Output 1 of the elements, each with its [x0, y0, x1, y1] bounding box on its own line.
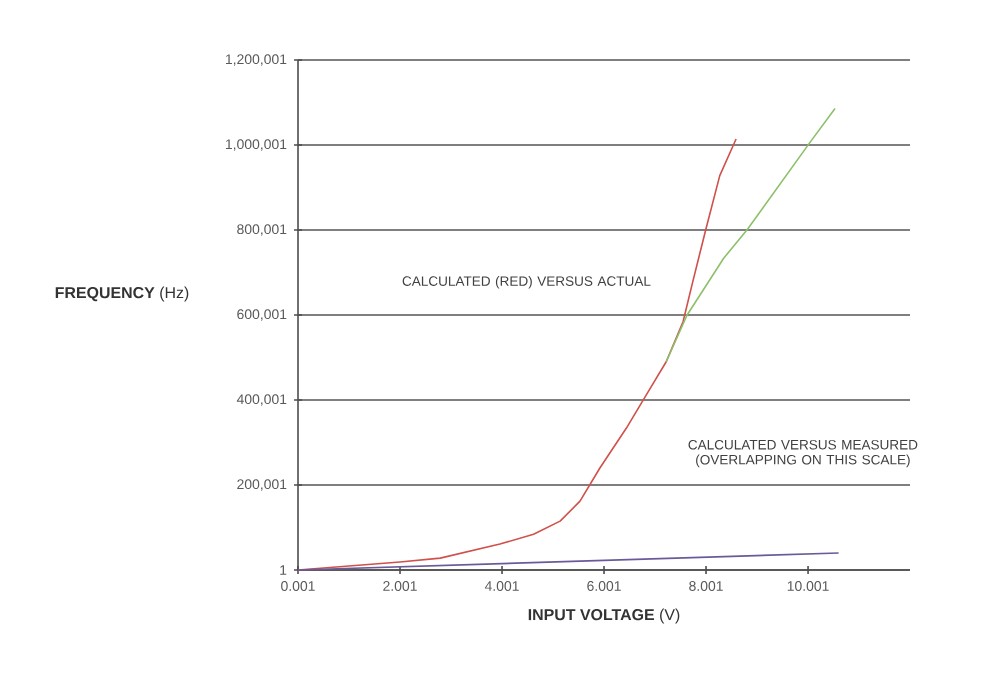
line-series [665, 107, 836, 363]
